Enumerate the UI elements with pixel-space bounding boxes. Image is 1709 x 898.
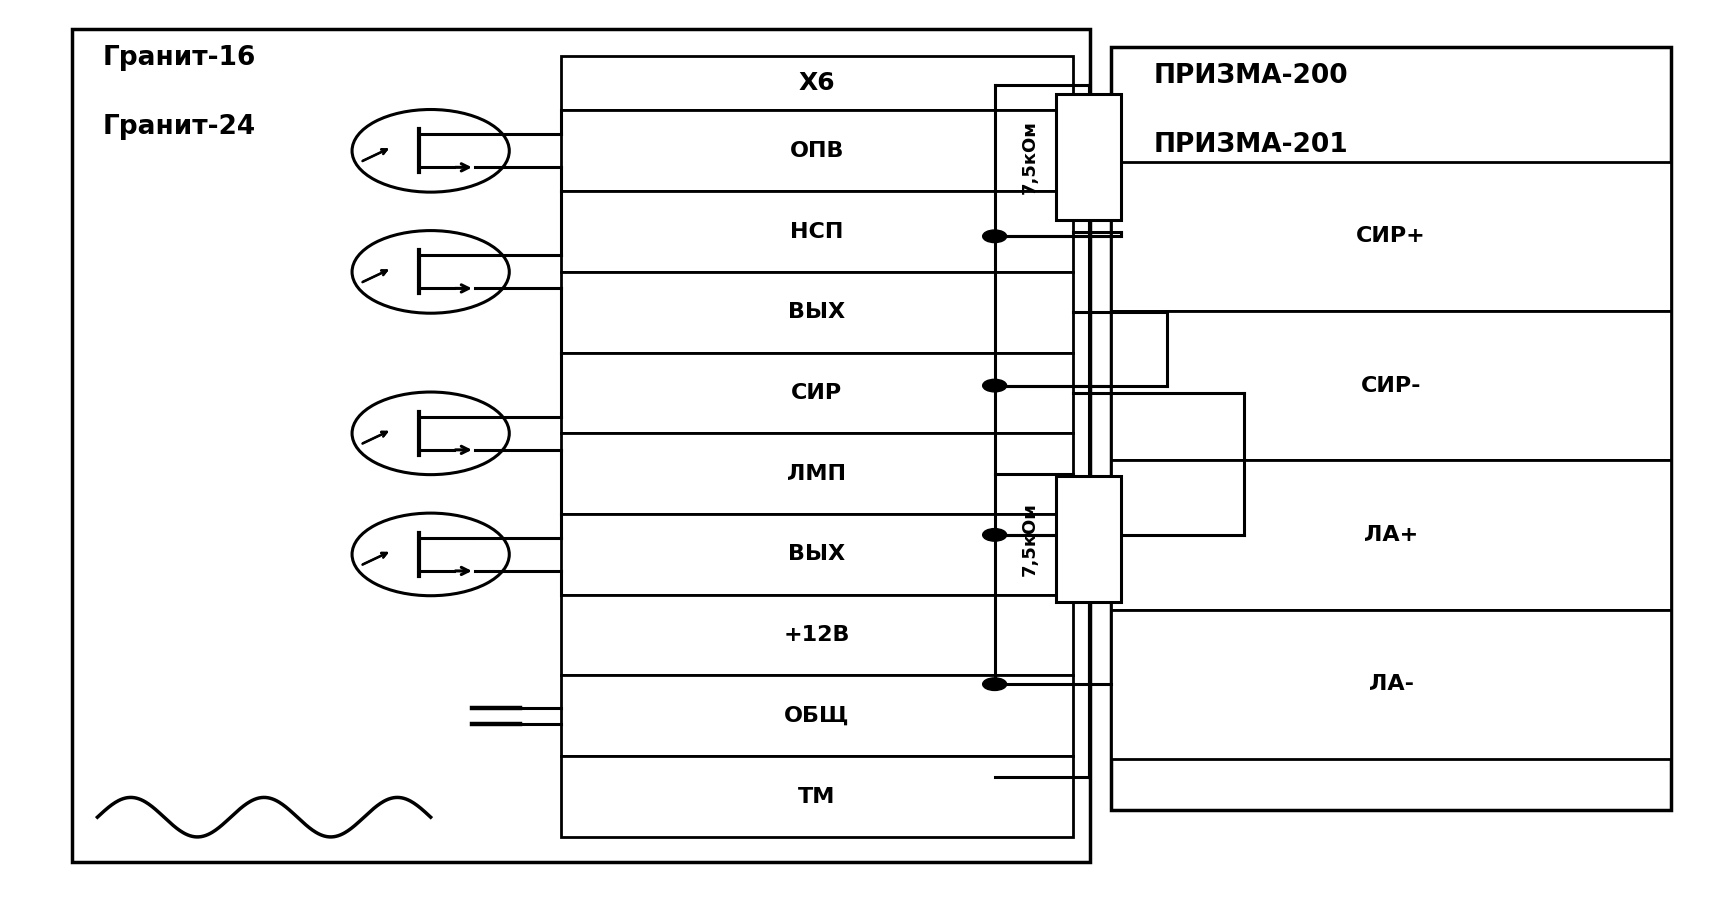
Text: СИР+: СИР+ [1357, 226, 1425, 246]
Bar [561, 56, 1073, 110]
Bar [561, 110, 1073, 191]
Circle shape [983, 379, 1007, 392]
Bar [561, 272, 1073, 353]
Text: СИР-: СИР- [1360, 375, 1422, 396]
Text: +12В: +12В [784, 625, 849, 645]
Text: ЛМП: ЛМП [788, 463, 846, 484]
Bar [1111, 610, 1671, 759]
Text: ВЫХ: ВЫХ [788, 303, 846, 322]
Text: ПРИЗМА-201: ПРИЗМА-201 [1154, 132, 1348, 158]
Circle shape [983, 529, 1007, 541]
Text: ЛА-: ЛА- [1369, 674, 1413, 694]
Text: ОПВ: ОПВ [790, 141, 844, 161]
Text: 7,5кОм: 7,5кОм [1020, 502, 1039, 576]
Bar [1111, 461, 1671, 610]
Circle shape [983, 678, 1007, 691]
Text: НСП: НСП [790, 222, 844, 242]
Bar [561, 756, 1073, 837]
Bar [1111, 47, 1671, 810]
Text: Гранит-16: Гранит-16 [103, 45, 256, 71]
Bar [1111, 162, 1671, 311]
Text: ТМ: ТМ [798, 787, 836, 806]
Text: ОБЩ: ОБЩ [784, 706, 849, 726]
Bar [561, 675, 1073, 756]
Text: СИР: СИР [791, 383, 843, 403]
Bar [561, 434, 1073, 514]
Text: ПРИЗМА-200: ПРИЗМА-200 [1154, 63, 1348, 89]
Text: 7,5кОм: 7,5кОм [1020, 120, 1039, 194]
Bar [1056, 94, 1121, 220]
Text: Х6: Х6 [798, 71, 836, 95]
Bar [561, 353, 1073, 434]
Bar [1111, 311, 1671, 461]
Circle shape [983, 230, 1007, 242]
Bar [561, 191, 1073, 272]
Bar [561, 514, 1073, 594]
Text: Гранит-24: Гранит-24 [103, 114, 256, 140]
Bar [561, 594, 1073, 675]
Bar [72, 29, 1090, 862]
Text: ЛА+: ЛА+ [1364, 524, 1418, 545]
Text: ВЫХ: ВЫХ [788, 544, 846, 565]
Bar [1056, 476, 1121, 602]
